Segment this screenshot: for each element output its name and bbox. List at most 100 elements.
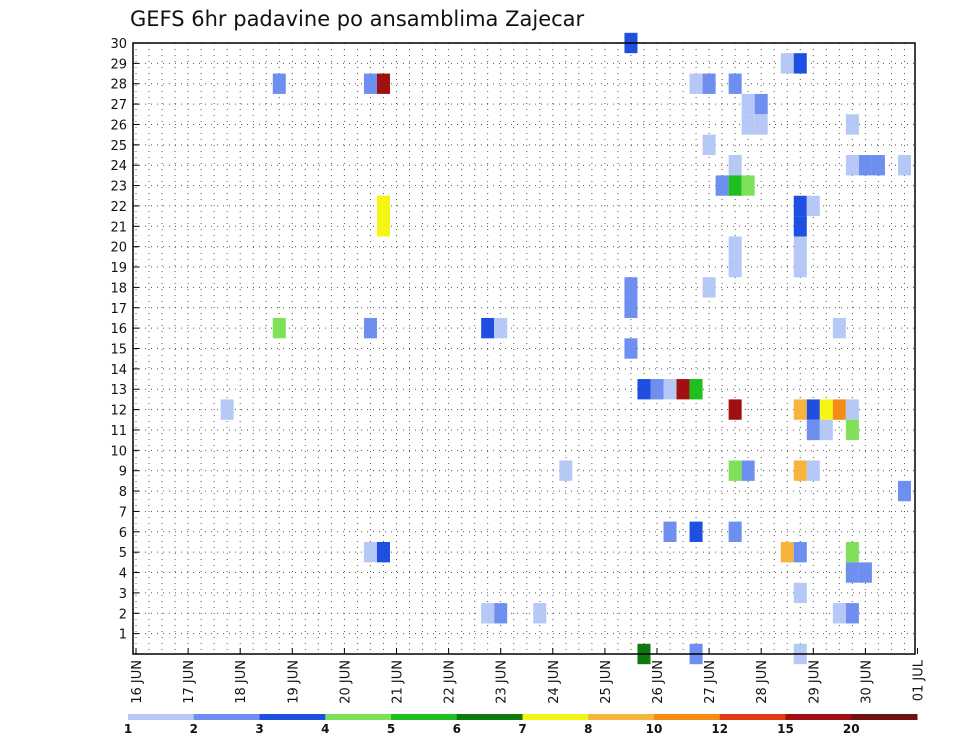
y-tick-label: 4 [119,567,127,582]
heatmap-cell [845,541,859,563]
heatmap-cell [806,399,820,420]
heatmap-cell [272,73,286,94]
colorbar-swatch [522,714,589,720]
heatmap-cell [845,155,859,176]
heatmap-cell [220,399,234,420]
colorbar-label: 5 [387,722,395,736]
heatmap-cell [741,460,755,481]
colorbar-label: 15 [777,722,794,736]
colorbar-swatch [193,714,260,720]
colorbar-swatch [785,714,852,720]
heatmap-cell [793,541,807,563]
colorbar-label: 6 [453,722,461,736]
heatmap-cell [728,73,742,94]
heatmap-cell [832,603,846,624]
heatmap-cell [819,419,833,441]
heatmap-cell [754,114,768,135]
colorbar-swatch [259,714,326,720]
heatmap-cell [728,256,742,278]
heatmap-cell [793,216,807,237]
y-tick-label: 7 [119,505,127,520]
x-axis-ticks: 16 JUN 17 JUN 18 JUN 19 JUN 20 JUN 21 JUN 22 J… [130,648,927,704]
heatmap-cell [702,73,716,94]
heatmap-cell [819,399,833,420]
heatmap-cell [363,73,377,94]
heatmap-cell [376,541,390,563]
x-tick-label: 17 JUN [182,660,197,704]
heatmap-cell [858,562,872,583]
y-tick-label: 2 [119,607,127,622]
x-tick-label: 27 JUN [703,660,718,704]
grid-lines [133,43,915,654]
x-tick-label: 01 JUL [912,659,927,701]
colorbar-swatch [851,714,918,720]
x-tick-label: 20 JUN [338,660,353,704]
heatmap-cell [793,460,807,481]
y-tick-label: 28 [110,78,127,93]
y-tick-label: 1 [119,628,127,643]
x-tick-label: 30 JUN [859,660,874,704]
heatmap-cell [624,277,638,298]
y-tick-label: 30 [110,37,127,52]
y-tick-label: 19 [110,261,127,276]
heatmap-cell [689,379,703,400]
x-tick-label: 24 JUN [547,660,562,704]
colorbar-label: 2 [190,722,198,736]
heatmap-cell [728,175,742,196]
heatmap-cell [728,155,742,176]
heatmap-cell [806,460,820,481]
heatmap-cell [845,562,859,583]
heatmap-cell [793,582,807,604]
heatmap-cell [363,317,377,339]
heatmap-cell [376,73,390,94]
y-tick-label: 11 [110,424,127,439]
heatmap-cell [494,317,508,339]
heatmap-cell [663,379,677,400]
y-tick-label: 25 [110,139,127,154]
heatmap-cell [845,399,859,420]
colorbar-label: 20 [843,722,860,736]
colorbar-label: 8 [584,722,592,736]
colorbar: 1 2 3 4 5 6 7 8 10 12 15 20 [124,714,918,736]
heatmap-cell [637,379,651,400]
heatmap-cell [559,460,573,481]
x-tick-label: 22 JUN [443,660,458,704]
colorbar-label: 3 [255,722,263,736]
colorbar-label: 4 [321,722,329,736]
heatmap-cell [533,603,547,624]
y-tick-label: 14 [110,363,127,378]
heatmap-cell [897,155,911,176]
heatmap-cell [871,155,885,176]
y-tick-label: 23 [110,180,127,195]
x-tick-label: 25 JUN [599,660,614,704]
colorbar-swatch [456,714,523,720]
heatmap-cell [376,195,390,217]
heatmap-cell [689,73,703,94]
heatmap-cell [728,236,742,257]
heatmap-cell [793,53,807,74]
heatmap-cell [702,134,716,156]
colorbar-swatch [588,714,655,720]
chart-title: GEFS 6hr padavine po ansamblima Zajecar [130,7,585,31]
heatmap-cell [702,277,716,298]
heatmap-cell [780,53,794,74]
y-tick-label: 8 [119,485,127,500]
heatmap-cell [676,379,690,400]
heatmap-cell [845,603,859,624]
y-tick-label: 16 [110,322,127,337]
y-tick-label: 9 [119,465,127,480]
heatmap-cell [272,317,286,339]
y-tick-label: 10 [110,444,127,459]
y-tick-label: 5 [119,546,127,561]
x-tick-label: 21 JUN [391,660,406,704]
colorbar-swatch [391,714,458,720]
y-tick-label: 29 [110,57,127,72]
y-tick-label: 17 [110,302,127,317]
y-tick-label: 6 [119,526,127,541]
y-tick-label: 12 [110,404,127,419]
y-tick-label: 27 [110,98,127,113]
y-tick-label: 18 [110,281,127,296]
heatmap-cell [780,541,794,563]
heatmap-cell [481,603,495,624]
colorbar-label: 12 [711,722,728,736]
